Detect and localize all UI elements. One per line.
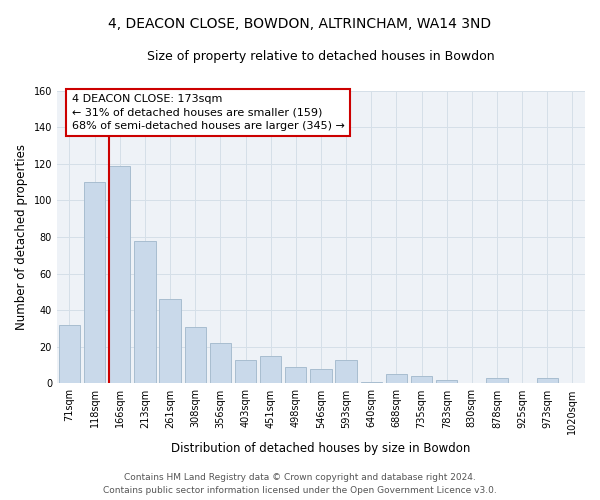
Bar [386, 374, 407, 384]
Bar [185, 326, 206, 384]
Bar [235, 360, 256, 384]
Text: 4 DEACON CLOSE: 173sqm
← 31% of detached houses are smaller (159)
68% of semi-de: 4 DEACON CLOSE: 173sqm ← 31% of detached… [71, 94, 344, 130]
Bar [84, 182, 106, 384]
Bar [335, 360, 357, 384]
Bar [536, 378, 558, 384]
Bar [59, 325, 80, 384]
Bar [160, 299, 181, 384]
Bar [436, 380, 457, 384]
Bar [486, 378, 508, 384]
Bar [411, 376, 432, 384]
Bar [361, 382, 382, 384]
Bar [109, 166, 130, 384]
Bar [209, 343, 231, 384]
Bar [310, 369, 332, 384]
Bar [285, 367, 307, 384]
Y-axis label: Number of detached properties: Number of detached properties [15, 144, 28, 330]
Text: Contains HM Land Registry data © Crown copyright and database right 2024.
Contai: Contains HM Land Registry data © Crown c… [103, 473, 497, 495]
X-axis label: Distribution of detached houses by size in Bowdon: Distribution of detached houses by size … [171, 442, 470, 455]
Text: 4, DEACON CLOSE, BOWDON, ALTRINCHAM, WA14 3ND: 4, DEACON CLOSE, BOWDON, ALTRINCHAM, WA1… [109, 18, 491, 32]
Title: Size of property relative to detached houses in Bowdon: Size of property relative to detached ho… [147, 50, 495, 63]
Bar [134, 240, 155, 384]
Bar [260, 356, 281, 384]
